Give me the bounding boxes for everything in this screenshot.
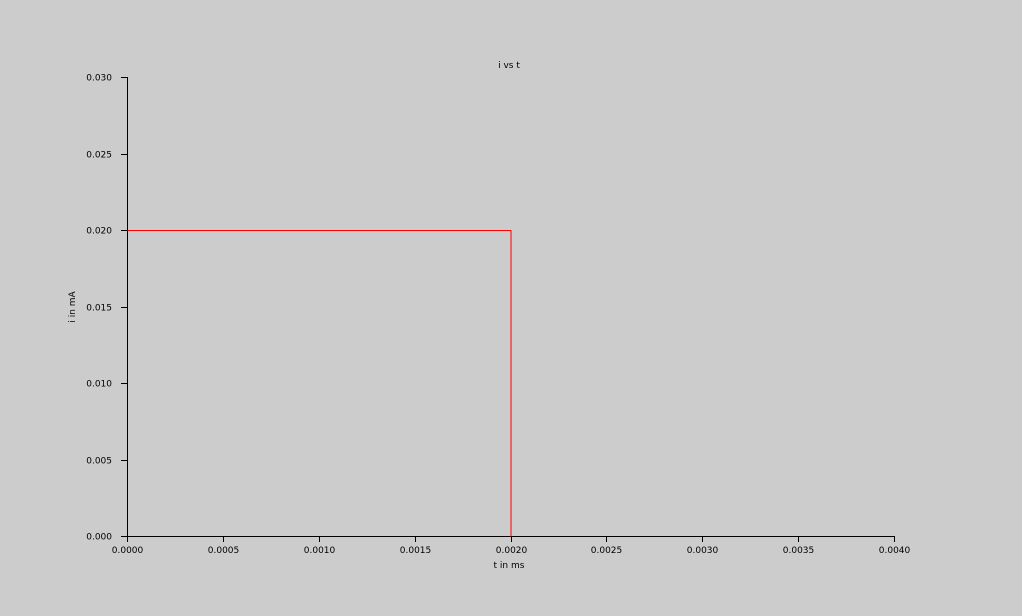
y-axis-label: i in mA (68, 290, 78, 322)
x-tick-label: 0.0040 (879, 546, 911, 556)
x-tick-label: 0.0000 (112, 546, 144, 556)
y-tick-label: 0.015 (86, 304, 112, 314)
x-tick-label: 0.0025 (591, 546, 623, 556)
axes: 0.0000 0.0005 0.0010 0.0015 0.0020 0.0025 0.00… (86, 74, 910, 557)
x-tick-label: 0.0035 (783, 546, 815, 556)
x-tick-label: 0.0015 (400, 546, 432, 556)
x-tick-label: 0.0010 (304, 546, 336, 556)
y-tick-label: 0.030 (86, 74, 112, 84)
chart-title: i vs t (498, 61, 520, 71)
y-tick-label: 0.010 (86, 380, 112, 390)
series-line-0 (127, 230, 512, 537)
y-tick-label: 0.020 (86, 227, 112, 237)
x-axis-label: t in ms (494, 561, 525, 571)
x-tick-label: 0.0020 (496, 546, 528, 556)
y-tick-label: 0.025 (86, 151, 112, 161)
x-tick-label: 0.0030 (687, 546, 719, 556)
y-tick-label: 0.000 (86, 533, 112, 543)
y-tick-label: 0.005 (86, 457, 112, 467)
x-tick-label: 0.0005 (208, 546, 240, 556)
series-layer (127, 230, 512, 537)
